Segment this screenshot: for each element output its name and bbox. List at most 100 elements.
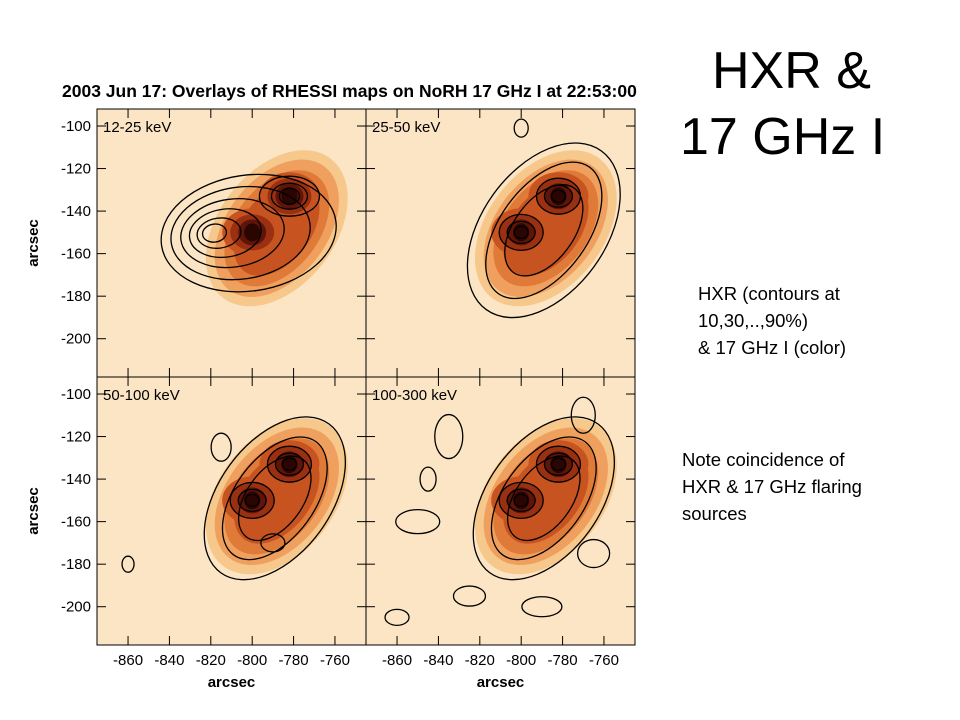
x-tick-label: -820 xyxy=(465,652,495,669)
coincidence-note-line: Note coincidence of xyxy=(682,449,845,470)
panel: 25-50 keV xyxy=(365,108,636,378)
x-tick-label: -800 xyxy=(506,652,536,669)
slide-title-line1: HXR & xyxy=(712,42,871,100)
hxr-contour xyxy=(188,208,262,259)
hxr-contour xyxy=(504,184,584,277)
hxr-noise-contour xyxy=(210,432,232,462)
x-tick-label: -780 xyxy=(548,652,578,669)
y-tick-label: -120 xyxy=(61,161,91,178)
y-axis-label: arcsec xyxy=(25,219,42,267)
hxr-contour xyxy=(543,452,574,476)
y-tick-label: -100 xyxy=(61,386,91,403)
y-tick-label: -180 xyxy=(61,288,91,305)
legend-note-line: & 17 GHz I (color) xyxy=(698,337,847,358)
x-tick-label: -800 xyxy=(237,652,267,669)
hxr-noise-contour xyxy=(576,538,611,569)
y-tick-label: -140 xyxy=(61,203,91,220)
legend-note-line: 10,30,..,90%) xyxy=(698,310,809,331)
hxr-contour xyxy=(550,457,567,471)
panel-label: 50-100 keV xyxy=(103,387,180,404)
hxr-contour xyxy=(472,416,616,581)
y-tick-label: -120 xyxy=(61,429,91,446)
x-axis-label: arcsec xyxy=(477,674,525,691)
panel-label: 100-300 keV xyxy=(372,387,457,404)
hxr-noise-contour xyxy=(521,596,563,618)
x-tick-label: -780 xyxy=(279,652,309,669)
hxr-contour xyxy=(281,457,298,471)
hxr-contour xyxy=(237,488,267,513)
hxr-contour xyxy=(274,452,305,476)
hxr-contour xyxy=(170,185,311,281)
slide-title-line2: 17 GHz I xyxy=(680,108,886,166)
coincidence-note-line: sources xyxy=(682,503,747,524)
hxr-contour xyxy=(485,161,603,300)
hxr-contour xyxy=(160,173,337,293)
y-axis-label: arcsec xyxy=(25,487,42,535)
hxr-contour xyxy=(550,189,567,203)
hxr-contour xyxy=(244,493,260,508)
x-axis-label: arcsec xyxy=(208,674,256,691)
hxr-contour xyxy=(543,184,574,208)
x-tick-label: -760 xyxy=(320,652,350,669)
hxr-contour xyxy=(203,416,347,581)
hxr-contour xyxy=(535,177,582,215)
x-tick-label: -760 xyxy=(589,652,619,669)
legend-note: HXR (contours at 10,30,..,90%) & 17 GHz … xyxy=(698,280,846,361)
legend-note-line: HXR (contours at xyxy=(698,283,840,304)
panel-label: 25-50 keV xyxy=(372,119,440,136)
slide-title: HXR & 17 GHz I xyxy=(680,38,950,170)
hxr-contours xyxy=(121,416,347,581)
panel: 100-300 keV -860 -840 -820 -800 -780 -760 arcse… xyxy=(365,376,636,691)
x-tick-label: -860 xyxy=(382,652,412,669)
y-tick-label: -160 xyxy=(61,246,91,263)
hxr-contours xyxy=(160,173,337,293)
hxr-contour xyxy=(506,488,536,513)
hxr-noise-contour xyxy=(260,533,286,553)
y-tick-label: -200 xyxy=(61,599,91,616)
hxr-contour xyxy=(466,142,621,319)
hxr-noise-contour xyxy=(121,555,135,573)
hxr-contour xyxy=(498,213,544,252)
hxr-contour xyxy=(490,436,597,561)
y-tick-label: -200 xyxy=(61,331,91,348)
hxr-contour xyxy=(513,493,529,508)
panel-label: 12-25 keV xyxy=(103,119,171,136)
coincidence-note-line: HXR & 17 GHz flaring xyxy=(682,476,862,497)
hxr-contour xyxy=(229,481,275,520)
hxr-noise-contour xyxy=(452,585,487,607)
chart-title: 2003 Jun 17: Overlays of RHESSI maps on … xyxy=(62,81,637,101)
panels-group: 12-25 keV -100 -120 -140 -160 -180 -200 arcsec 2… xyxy=(25,108,636,691)
hxr-contour xyxy=(266,445,313,483)
y-tick-label: -180 xyxy=(61,556,91,573)
hxr-noise-contour xyxy=(434,413,464,460)
x-tick-label: -860 xyxy=(113,652,143,669)
hxr-contour xyxy=(506,220,536,245)
y-tick-label: -160 xyxy=(61,514,91,531)
hxr-contour xyxy=(180,198,285,269)
x-tick-label: -840 xyxy=(154,652,184,669)
hxr-noise-contour xyxy=(419,466,437,492)
radio-core xyxy=(244,223,261,242)
y-tick-label: -100 xyxy=(61,118,91,135)
panel-frame xyxy=(365,376,636,646)
hxr-contour xyxy=(535,445,582,483)
y-tick-label: -140 xyxy=(61,471,91,488)
radio-image xyxy=(205,418,348,575)
hxr-contour xyxy=(201,223,228,243)
hxr-contours xyxy=(466,118,621,319)
hxr-contour xyxy=(513,225,529,240)
coincidence-note: Note coincidence of HXR & 17 GHz flaring… xyxy=(682,446,862,527)
hxr-contour xyxy=(258,175,321,217)
hxr-contour xyxy=(221,436,328,561)
panel: 50-100 keV -100 -120 -140 -160 -180 -200 arcsec… xyxy=(25,376,367,691)
x-tick-label: -820 xyxy=(196,652,226,669)
hxr-contours xyxy=(384,396,616,626)
x-tick-label: -840 xyxy=(423,652,453,669)
hxr-noise-contour xyxy=(384,608,410,626)
hxr-contour xyxy=(498,481,544,520)
hxr-noise-contour xyxy=(513,118,529,138)
hxr-contour xyxy=(270,182,309,210)
panel: 12-25 keV -100 -120 -140 -160 -180 -200 arcsec xyxy=(25,108,367,378)
hxr-contour xyxy=(196,217,242,249)
